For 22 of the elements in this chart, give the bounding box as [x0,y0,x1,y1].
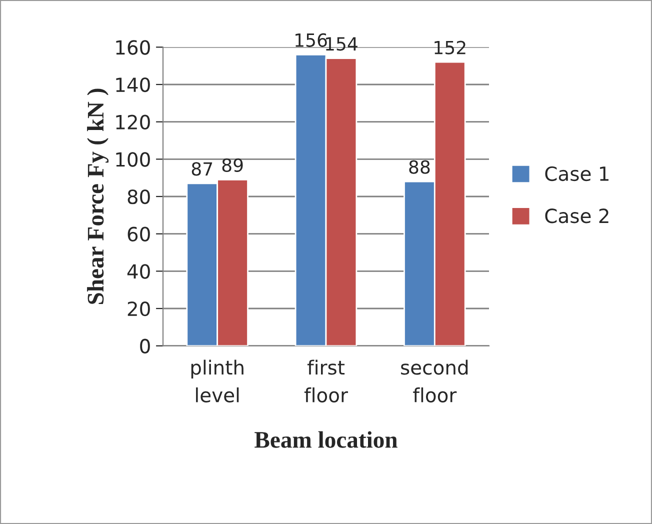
data-label: 156 [296,33,327,47]
y-tick-label: 160 [116,40,150,55]
x-tick-label: first floor [304,360,348,402]
data-label: 89 [222,158,243,172]
y-tick-label: 100 [116,152,150,167]
y-tick-label: 40 [127,264,150,279]
y-tick-label: 20 [128,301,150,316]
x-axis-title: Beam location [254,431,398,448]
data-label: 154 [326,37,358,51]
y-tick-label: 120 [116,114,150,130]
data-label: 88 [409,160,430,174]
legend-label: Case 1 [545,166,608,182]
y-tick-label: 80 [128,189,150,204]
y-tick-label: 0 [140,338,150,354]
y-axis-title: Shear Force Fy ( kN ) [87,88,109,304]
y-tick-label: 60 [128,226,150,242]
legend-label: Case 2 [545,208,608,224]
data-label: 87 [192,162,212,176]
y-tick-label: 140 [116,77,150,92]
data-label: 152 [434,40,466,54]
x-tick-label: second floor [401,360,468,402]
x-tick-label: plinth level [191,360,244,402]
